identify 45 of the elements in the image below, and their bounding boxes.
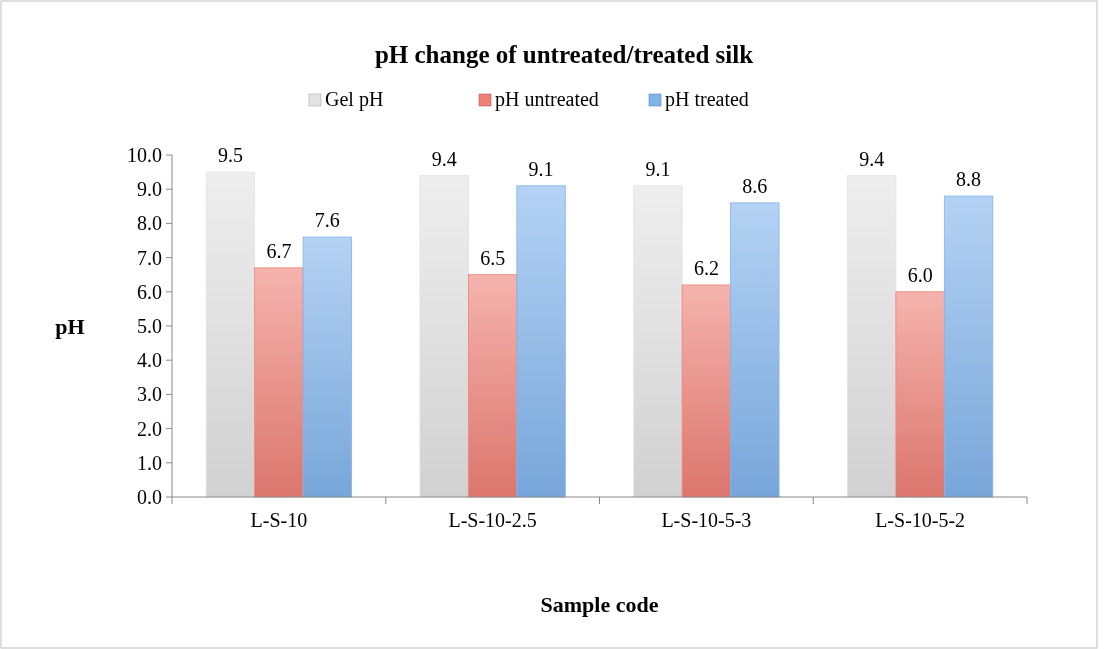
data-label: 8.8 xyxy=(956,168,982,191)
legend-label: pH untreated xyxy=(495,88,599,111)
bar xyxy=(516,185,566,498)
data-label: 7.6 xyxy=(314,209,340,232)
bar xyxy=(302,236,352,498)
y-tick-label: 5.0 xyxy=(137,315,162,337)
y-tick-label: 1.0 xyxy=(137,451,162,474)
x-tick-label: L-S-10-5-2 xyxy=(875,509,966,531)
chart-title: pH change of untreated/treated silk xyxy=(374,41,754,68)
y-tick-label: 2.0 xyxy=(137,417,162,440)
y-tick-label: 8.0 xyxy=(137,212,162,235)
x-tick-label: L-S-10 xyxy=(250,509,308,531)
data-label: 9.5 xyxy=(217,144,243,167)
x-tick-label: L-S-10-2.5 xyxy=(448,509,537,531)
data-label: 8.6 xyxy=(742,174,768,197)
legend-label: pH treated xyxy=(665,88,749,111)
y-tick-label: 10.0 xyxy=(127,144,162,166)
data-label: 6.7 xyxy=(266,239,292,262)
data-label: 9.4 xyxy=(859,147,885,170)
bar xyxy=(633,185,683,498)
y-tick-label: 9.0 xyxy=(137,178,162,201)
y-tick-label: 0.0 xyxy=(137,486,162,508)
data-label: 9.4 xyxy=(431,147,457,170)
data-label: 9.1 xyxy=(528,157,554,180)
bar xyxy=(468,274,518,498)
legend-label: Gel pH xyxy=(325,88,384,111)
bar xyxy=(847,175,897,498)
bar xyxy=(419,175,469,498)
data-label: 6.5 xyxy=(480,246,506,269)
x-tick-label: L-S-10-5-3 xyxy=(661,509,752,531)
data-label: 6.0 xyxy=(907,263,933,286)
bar xyxy=(681,284,731,498)
bar xyxy=(943,195,994,498)
bar xyxy=(730,202,780,498)
y-tick-label: 4.0 xyxy=(137,349,162,372)
bar xyxy=(205,171,256,498)
y-tick-label: 3.0 xyxy=(137,383,162,406)
bar xyxy=(254,267,304,498)
data-label: 6.2 xyxy=(693,256,719,279)
y-tick-label: 7.0 xyxy=(137,246,162,269)
y-axis-title: pH xyxy=(55,313,85,339)
data-label: 9.1 xyxy=(645,157,671,180)
x-axis-title: Sample code xyxy=(540,592,659,617)
y-tick-label: 6.0 xyxy=(137,280,162,303)
bar xyxy=(895,291,945,498)
